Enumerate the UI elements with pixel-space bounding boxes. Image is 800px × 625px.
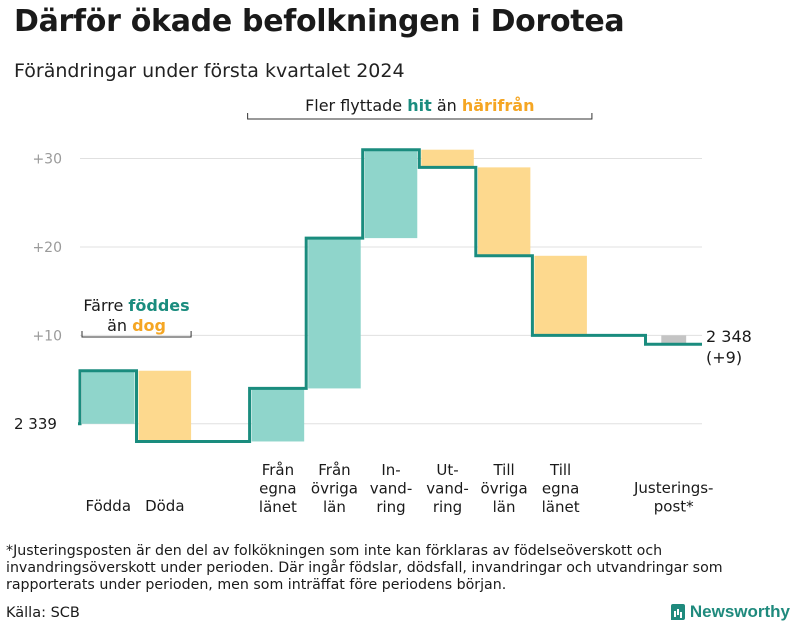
category-label: ring bbox=[376, 498, 405, 516]
category-label: Justerings- bbox=[633, 479, 713, 497]
chart-subtitle: Förändringar under första kvartalet 2024 bbox=[14, 60, 405, 82]
category-label: Födda bbox=[86, 497, 132, 515]
category-label: egna bbox=[542, 480, 579, 498]
start-value-label: 2 339 bbox=[14, 415, 57, 433]
annotation-emph-dog: dog bbox=[132, 316, 166, 335]
category-label: vand- bbox=[370, 480, 413, 498]
bar-outflow bbox=[421, 149, 474, 168]
annotation-migration: Fler flyttade hit än härifrån bbox=[305, 96, 534, 115]
annotation-emph: härifrån bbox=[462, 96, 535, 115]
bar-inflow bbox=[251, 388, 305, 442]
source-text: Källa: SCB bbox=[6, 605, 80, 621]
category-label: Till bbox=[549, 461, 571, 479]
category-label: egna bbox=[259, 480, 296, 498]
annotation-text: än bbox=[107, 316, 132, 335]
category-label: In- bbox=[381, 461, 400, 479]
annotation-text: än bbox=[432, 96, 462, 115]
waterfall-chart: +10+20+30 Födda DödaFrånegnalänetFrånövri… bbox=[14, 96, 752, 516]
bar-inflow bbox=[308, 238, 361, 389]
brand-logo: Newsworthy bbox=[670, 602, 790, 622]
category-label: övriga bbox=[311, 480, 358, 498]
footnote: *Justeringsposten är den del av folkökni… bbox=[6, 543, 723, 593]
category-label: Från bbox=[318, 461, 350, 479]
y-tick-label: +30 bbox=[32, 152, 62, 168]
category-label: länet bbox=[542, 498, 580, 516]
category-label: post* bbox=[654, 498, 694, 516]
annotation-birth-line1: Färre föddes bbox=[83, 296, 189, 315]
annotation-emph: hit bbox=[407, 96, 432, 115]
category-label: Ut- bbox=[436, 461, 458, 479]
chart-title: Därför ökade befolkningen i Dorotea bbox=[14, 4, 625, 39]
bars bbox=[82, 149, 687, 442]
category-label: län bbox=[323, 498, 346, 516]
annotation-bracket-migration bbox=[247, 113, 593, 120]
bar-adjust bbox=[661, 335, 687, 345]
category-labels: Födda DödaFrånegnalänetFrånövrigalänIn-va… bbox=[14, 327, 752, 516]
category-label: övriga bbox=[481, 480, 528, 498]
running-total-line bbox=[78, 148, 702, 443]
category-label: ring bbox=[433, 498, 462, 516]
gridlines: +10 +20 +30 bbox=[32, 152, 702, 425]
bar-outflow bbox=[534, 255, 587, 336]
category-label: vand- bbox=[426, 480, 469, 498]
category-label: Från bbox=[262, 461, 294, 479]
y-tick-label: +20 bbox=[32, 240, 62, 256]
bar-outflow bbox=[477, 167, 531, 256]
annotation-bracket-birth bbox=[81, 331, 192, 338]
annotation-emph-hit: föddes bbox=[128, 296, 189, 315]
category-label: Döda bbox=[145, 497, 184, 515]
y-tick-label: +10 bbox=[32, 328, 62, 344]
total-line bbox=[78, 148, 702, 443]
category-label: länet bbox=[259, 498, 297, 516]
bar-inflow bbox=[364, 149, 418, 239]
end-value-label: 2 348 bbox=[706, 327, 752, 346]
newsworthy-icon bbox=[670, 604, 685, 620]
bar-inflow bbox=[82, 370, 135, 424]
annotation-birth-line2: än dog bbox=[107, 316, 166, 335]
brand-name: Newsworthy bbox=[689, 602, 790, 621]
annotation-text: Färre bbox=[83, 296, 128, 315]
category-label: Till bbox=[492, 461, 514, 479]
annotation-text: Fler flyttade bbox=[305, 96, 407, 115]
bar-outflow bbox=[138, 370, 192, 442]
category-label: län bbox=[493, 498, 516, 516]
end-change-label: (+9) bbox=[706, 348, 742, 367]
